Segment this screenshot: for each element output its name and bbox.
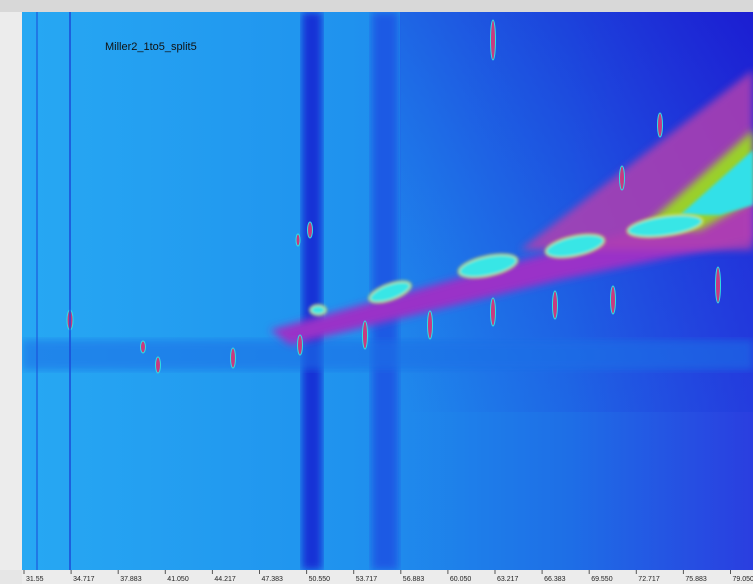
- x-tick-label: 44.217: [214, 576, 236, 583]
- x-tick-label: 41.050: [167, 576, 189, 583]
- x-tick-label: 63.217: [497, 576, 519, 583]
- x-tick-label: 56.883: [403, 576, 425, 583]
- chromatogram-view: Miller2_1to5_split5 31.55 34.717 37.883 41.…: [0, 0, 753, 584]
- x-tick-label: 75.883: [685, 576, 707, 583]
- x-tick-label: 66.383: [544, 576, 566, 583]
- horizontal-band: [22, 340, 753, 370]
- x-tick-label: 34.717: [73, 576, 95, 583]
- x-tick-label: 37.883: [120, 576, 142, 583]
- top-bar: [0, 0, 753, 12]
- x-tick-label: 47.383: [262, 576, 284, 583]
- sample-label: Miller2_1to5_split5: [105, 41, 197, 53]
- x-tick-label: 53.717: [356, 576, 378, 583]
- x-tick-label: 50.550: [309, 576, 331, 583]
- heatmap: Miller2_1to5_split5: [22, 12, 753, 570]
- page: Miller2_1to5_split5 31.55 34.717 37.883 41.…: [0, 0, 753, 584]
- x-tick-label: 72.717: [638, 576, 660, 583]
- x-tick-label: 79.050: [733, 576, 753, 583]
- dark-band: [302, 12, 322, 570]
- y-axis-strip: [0, 12, 22, 570]
- x-tick-label: 31.55: [26, 576, 44, 583]
- x-tick-label: 69.550: [591, 576, 613, 583]
- x-tick-label: 60.050: [450, 576, 472, 583]
